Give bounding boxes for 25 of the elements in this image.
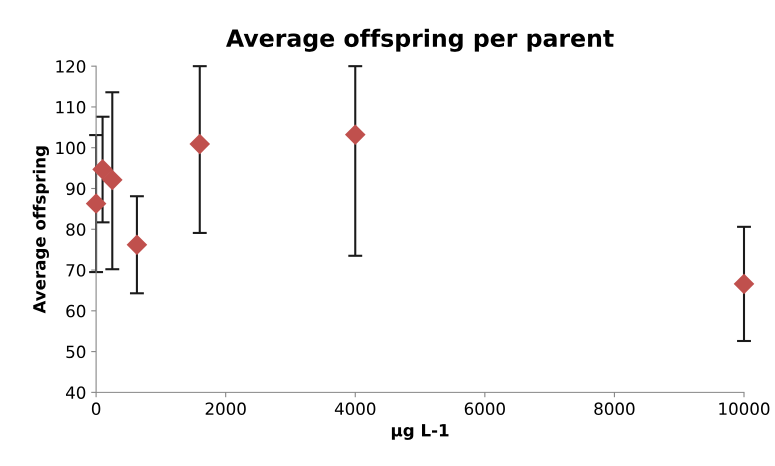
- y-axis-title: Average offspring: [32, 146, 50, 314]
- point: [86, 193, 106, 214]
- point: [189, 134, 210, 154]
- point: [92, 159, 113, 180]
- chart-title: Average offspring per parent: [226, 28, 614, 52]
- x-tick-label: 2000: [206, 402, 246, 415]
- point: [344, 124, 366, 145]
- x-axis-title: µg L-1: [392, 424, 448, 440]
- x-tick-label: 10000: [719, 402, 770, 415]
- y-tick-label: 60: [66, 304, 86, 318]
- point: [102, 170, 123, 190]
- x-tick-label: 4000: [334, 402, 376, 415]
- x-tick-label: 6000: [464, 402, 505, 415]
- x-tick-label: 8000: [594, 402, 635, 415]
- y-tick-label: 70: [66, 264, 86, 277]
- y-tick-label: 40: [66, 386, 86, 399]
- point: [126, 234, 148, 256]
- y-tick-label: 50: [66, 346, 86, 358]
- point: [734, 274, 754, 294]
- y-tick-label: 110: [56, 100, 86, 114]
- x-tick-label: 0: [92, 402, 100, 415]
- y-tick-label: 90: [66, 182, 86, 196]
- y-tick-label: 120: [56, 60, 86, 73]
- y-tick-label: 80: [66, 223, 86, 236]
- y-tick-label: 100: [56, 142, 86, 154]
